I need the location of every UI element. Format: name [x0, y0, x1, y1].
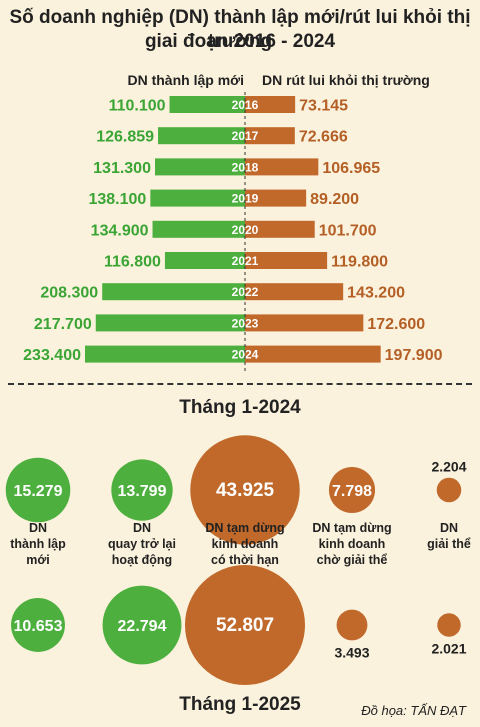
legend-new-firms: DN thành lập mới	[127, 72, 244, 88]
year-label-2024: 2024	[232, 348, 259, 362]
bubble-value-dissolved-2025: 2.021	[431, 641, 466, 657]
bubble-value-new-2025: 10.653	[14, 618, 63, 635]
bubble-suspended-term-2025	[185, 565, 305, 685]
section-title-jan-2024: Tháng 1-2024	[179, 397, 301, 418]
category-label-new: DN thành lập mới	[10, 521, 66, 567]
bubble-chart: 15.279 10.653 DN thành lập mới 13.799 22.794 DN…	[5, 435, 471, 685]
value-label-new-2020: 134.900	[91, 222, 149, 239]
section-divider	[8, 383, 472, 385]
bubble-new-2025	[11, 598, 65, 652]
category-label-suspended-dissolution: DN tạm dừng kinh doanh chờ giải thể	[312, 521, 391, 567]
value-label-new-2024: 233.400	[23, 347, 81, 364]
bar-new-2019	[150, 189, 245, 207]
value-label-new-2021: 116.800	[104, 254, 161, 271]
bubble-returning-2025	[102, 585, 182, 665]
bar-new-2018	[154, 158, 245, 176]
bubble-value-returning-2024: 13.799	[118, 483, 167, 500]
bar-exit-2016	[245, 96, 296, 113]
value-label-exit-2022: 143.200	[347, 285, 405, 302]
bar-exit-2019	[245, 189, 307, 207]
bubble-value-dissolved-2024: 2.204	[431, 459, 466, 475]
value-label-new-2016: 110.100	[109, 98, 166, 115]
value-label-exit-2017: 72.666	[299, 129, 348, 146]
bar-exit-2021	[245, 252, 328, 269]
bubble-value-suspended-dissolution-2024: 7.798	[332, 483, 372, 500]
value-label-exit-2019: 89.200	[310, 191, 359, 208]
bar-exit-2023	[245, 314, 364, 332]
chart-title-line-1: Số doanh nghiệp (DN) thành lập mới/rút l…	[9, 7, 471, 52]
year-label-2019: 2019	[232, 192, 259, 206]
bubble-dissolved-2024	[436, 477, 462, 503]
category-label-returning: DN quay trở lại hoạt động	[108, 521, 176, 567]
value-label-exit-2016: 73.145	[299, 98, 348, 115]
bar-new-2017	[158, 127, 245, 145]
year-label-2023: 2023	[232, 316, 259, 330]
value-label-new-2022: 208.300	[40, 285, 98, 302]
value-label-exit-2023: 172.600	[367, 316, 425, 333]
value-label-new-2018: 131.300	[93, 160, 151, 177]
value-label-new-2019: 138.100	[88, 191, 146, 208]
bar-exit-2024	[245, 345, 381, 363]
bar-new-2022	[102, 283, 245, 301]
bar-new-2020	[152, 220, 245, 238]
bubble-suspended-dissolution-2025	[336, 609, 368, 641]
bar-new-2023	[95, 314, 246, 332]
category-label-suspended-term: DN tạm dừng kinh doanh có thời hạn	[205, 521, 284, 567]
bubble-value-suspended-dissolution-2025: 3.493	[334, 644, 369, 660]
chart-title-line-2: giai đoạn 2016 - 2024	[144, 31, 336, 52]
value-label-exit-2021: 119.800	[331, 254, 388, 271]
bubble-value-new-2024: 15.279	[14, 483, 63, 500]
bar-exit-2018	[245, 158, 319, 176]
bubble-suspended-term-2024	[190, 435, 300, 545]
bar-new-2016	[169, 96, 245, 113]
value-label-exit-2020: 101.700	[319, 222, 377, 239]
year-label-2018: 2018	[232, 160, 259, 174]
section-title-jan-2025: Tháng 1-2025	[179, 694, 301, 715]
legend-exiting-firms: DN rút lui khỏi thị trường	[262, 72, 430, 88]
bubble-value-suspended-term-2025: 52.807	[216, 615, 274, 636]
bubble-dissolved-2025	[437, 613, 461, 637]
value-label-exit-2018: 106.965	[322, 160, 380, 177]
bar-exit-2022	[245, 283, 344, 301]
year-label-2020: 2020	[232, 223, 259, 237]
bar-new-2021	[164, 252, 245, 269]
bar-new-2024	[85, 345, 245, 363]
value-label-exit-2024: 197.900	[385, 347, 443, 364]
bubble-suspended-dissolution-2024	[328, 466, 376, 514]
bubble-value-returning-2025: 22.794	[118, 618, 167, 635]
value-label-new-2017: 126.859	[96, 129, 154, 146]
graphic-credit: Đồ họa: TẤN ĐẠT	[361, 703, 466, 718]
bubble-value-suspended-term-2024: 43.925	[216, 480, 275, 501]
bubble-returning-2024	[111, 459, 173, 521]
category-label-dissolved: DN giải thể	[427, 521, 471, 551]
value-label-new-2023: 217.700	[34, 316, 92, 333]
bar-exit-2020	[245, 220, 315, 238]
bar-exit-2017	[245, 127, 295, 145]
bubble-new-2024	[5, 457, 71, 523]
